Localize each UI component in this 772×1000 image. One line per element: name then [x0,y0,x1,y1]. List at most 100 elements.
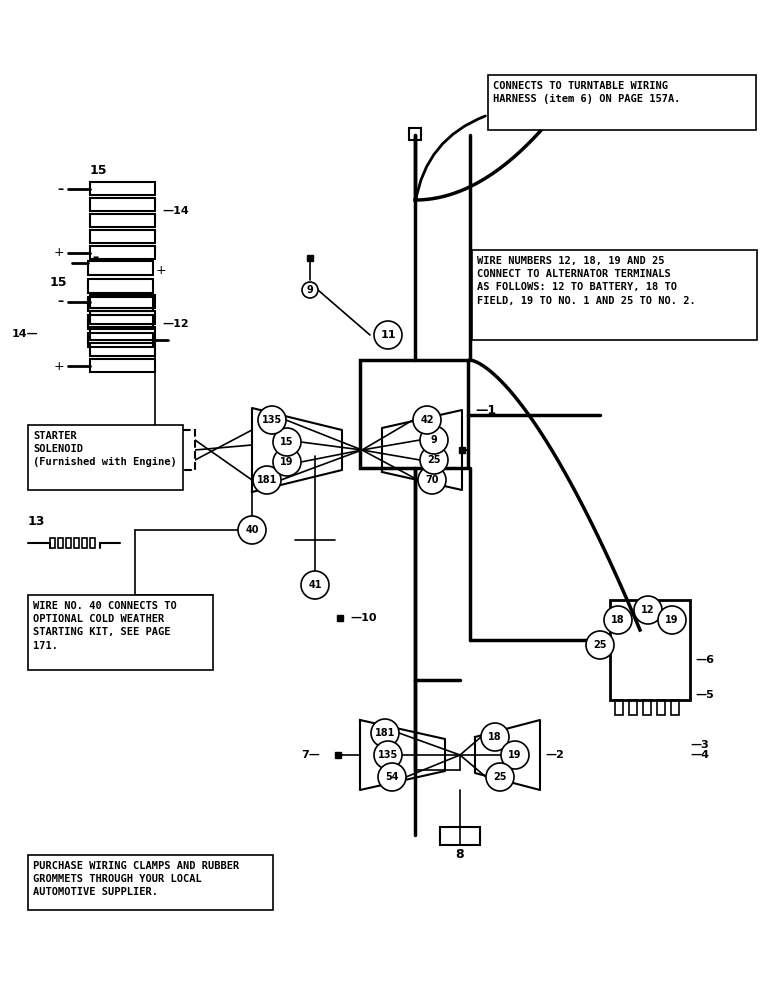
Bar [88,333,153,347]
Circle shape [604,606,632,634]
Text: —12: —12 [162,319,188,329]
Text: —14: —14 [162,206,188,216]
Text: 135: 135 [262,415,282,425]
Circle shape [301,571,329,599]
Bar [90,198,155,211]
Text: 41: 41 [308,580,322,590]
Bar [610,600,690,700]
Circle shape [371,719,399,747]
Circle shape [374,321,402,349]
Bar [90,343,155,356]
Circle shape [273,428,301,456]
Text: +: + [53,360,64,372]
Bar [28,595,213,670]
Bar [66,538,71,548]
Text: 11: 11 [381,330,396,340]
Bar [472,250,757,340]
Text: 25: 25 [493,772,506,782]
Text: 19: 19 [665,615,679,625]
Bar [643,700,651,715]
Text: 19: 19 [280,457,294,467]
Bar [90,295,155,308]
Bar [409,128,421,140]
Circle shape [420,426,448,454]
Text: 13: 13 [28,515,46,528]
Circle shape [258,406,286,434]
Circle shape [486,763,514,791]
Bar [28,425,183,490]
Text: —10: —10 [350,613,377,623]
Circle shape [420,446,448,474]
Text: 25: 25 [593,640,607,650]
Text: 15: 15 [90,163,107,176]
Bar [90,327,155,340]
Bar [90,230,155,243]
Text: 19: 19 [508,750,522,760]
Circle shape [238,516,266,544]
Text: 18: 18 [611,615,625,625]
Bar [88,261,153,275]
Text: +: + [53,246,64,259]
Bar [90,359,155,372]
Bar [28,855,273,910]
Bar [82,538,87,548]
Text: 54: 54 [385,772,399,782]
Text: —5: —5 [695,690,714,700]
Bar [629,700,637,715]
Text: —1: —1 [475,403,496,416]
Bar [90,214,155,227]
Circle shape [302,282,318,298]
Text: —4: —4 [690,750,709,760]
Circle shape [501,741,529,769]
Text: 7—: 7— [301,750,320,760]
Text: +: + [156,264,167,277]
Bar [657,700,665,715]
Circle shape [658,606,686,634]
Circle shape [253,466,281,494]
Text: 14—: 14— [12,329,38,339]
Bar [90,311,155,324]
Bar [440,827,480,845]
Text: 9: 9 [306,285,313,295]
Text: PURCHASE WIRING CLAMPS AND RUBBER
GROMMETS THROUGH YOUR LOCAL
AUTOMOTIVE SUPPLIE: PURCHASE WIRING CLAMPS AND RUBBER GROMME… [33,861,239,897]
Bar [90,182,155,195]
Circle shape [586,631,614,659]
Bar [74,538,79,548]
Text: 18: 18 [488,732,502,742]
Text: –: – [58,296,64,308]
Circle shape [481,723,509,751]
Text: –: – [92,251,98,264]
Circle shape [374,741,402,769]
Text: STARTER
SOLENOID
(Furnished with Engine): STARTER SOLENOID (Furnished with Engine) [33,431,177,467]
Bar [615,700,623,715]
Text: WIRE NO. 40 CONNECTS TO
OPTIONAL COLD WEATHER
STARTING KIT, SEE PAGE
171.: WIRE NO. 40 CONNECTS TO OPTIONAL COLD WE… [33,601,177,651]
Text: —3: —3 [690,740,709,750]
Circle shape [634,596,662,624]
Text: 9: 9 [431,435,438,445]
Bar [50,538,55,548]
Bar [360,360,468,468]
Circle shape [418,466,446,494]
Text: 42: 42 [420,415,434,425]
Bar [88,279,153,293]
Bar [488,75,756,130]
Text: 181: 181 [375,728,395,738]
Text: 15: 15 [50,276,67,290]
Bar [90,538,95,548]
Text: —2: —2 [545,750,564,760]
Bar [88,315,153,329]
Text: 135: 135 [378,750,398,760]
Text: 25: 25 [427,455,441,465]
Text: WIRE NUMBERS 12, 18, 19 AND 25
CONNECT TO ALTERNATOR TERMINALS
AS FOLLOWS: 12 TO: WIRE NUMBERS 12, 18, 19 AND 25 CONNECT T… [477,256,696,306]
Bar [90,246,155,259]
Text: 15: 15 [280,437,294,447]
Bar [58,538,63,548]
Text: 40: 40 [245,525,259,535]
Circle shape [273,448,301,476]
Text: 12: 12 [642,605,655,615]
Circle shape [413,406,441,434]
Circle shape [378,763,406,791]
Bar [671,700,679,715]
Text: 8: 8 [455,848,464,861]
Text: –: – [58,182,64,196]
